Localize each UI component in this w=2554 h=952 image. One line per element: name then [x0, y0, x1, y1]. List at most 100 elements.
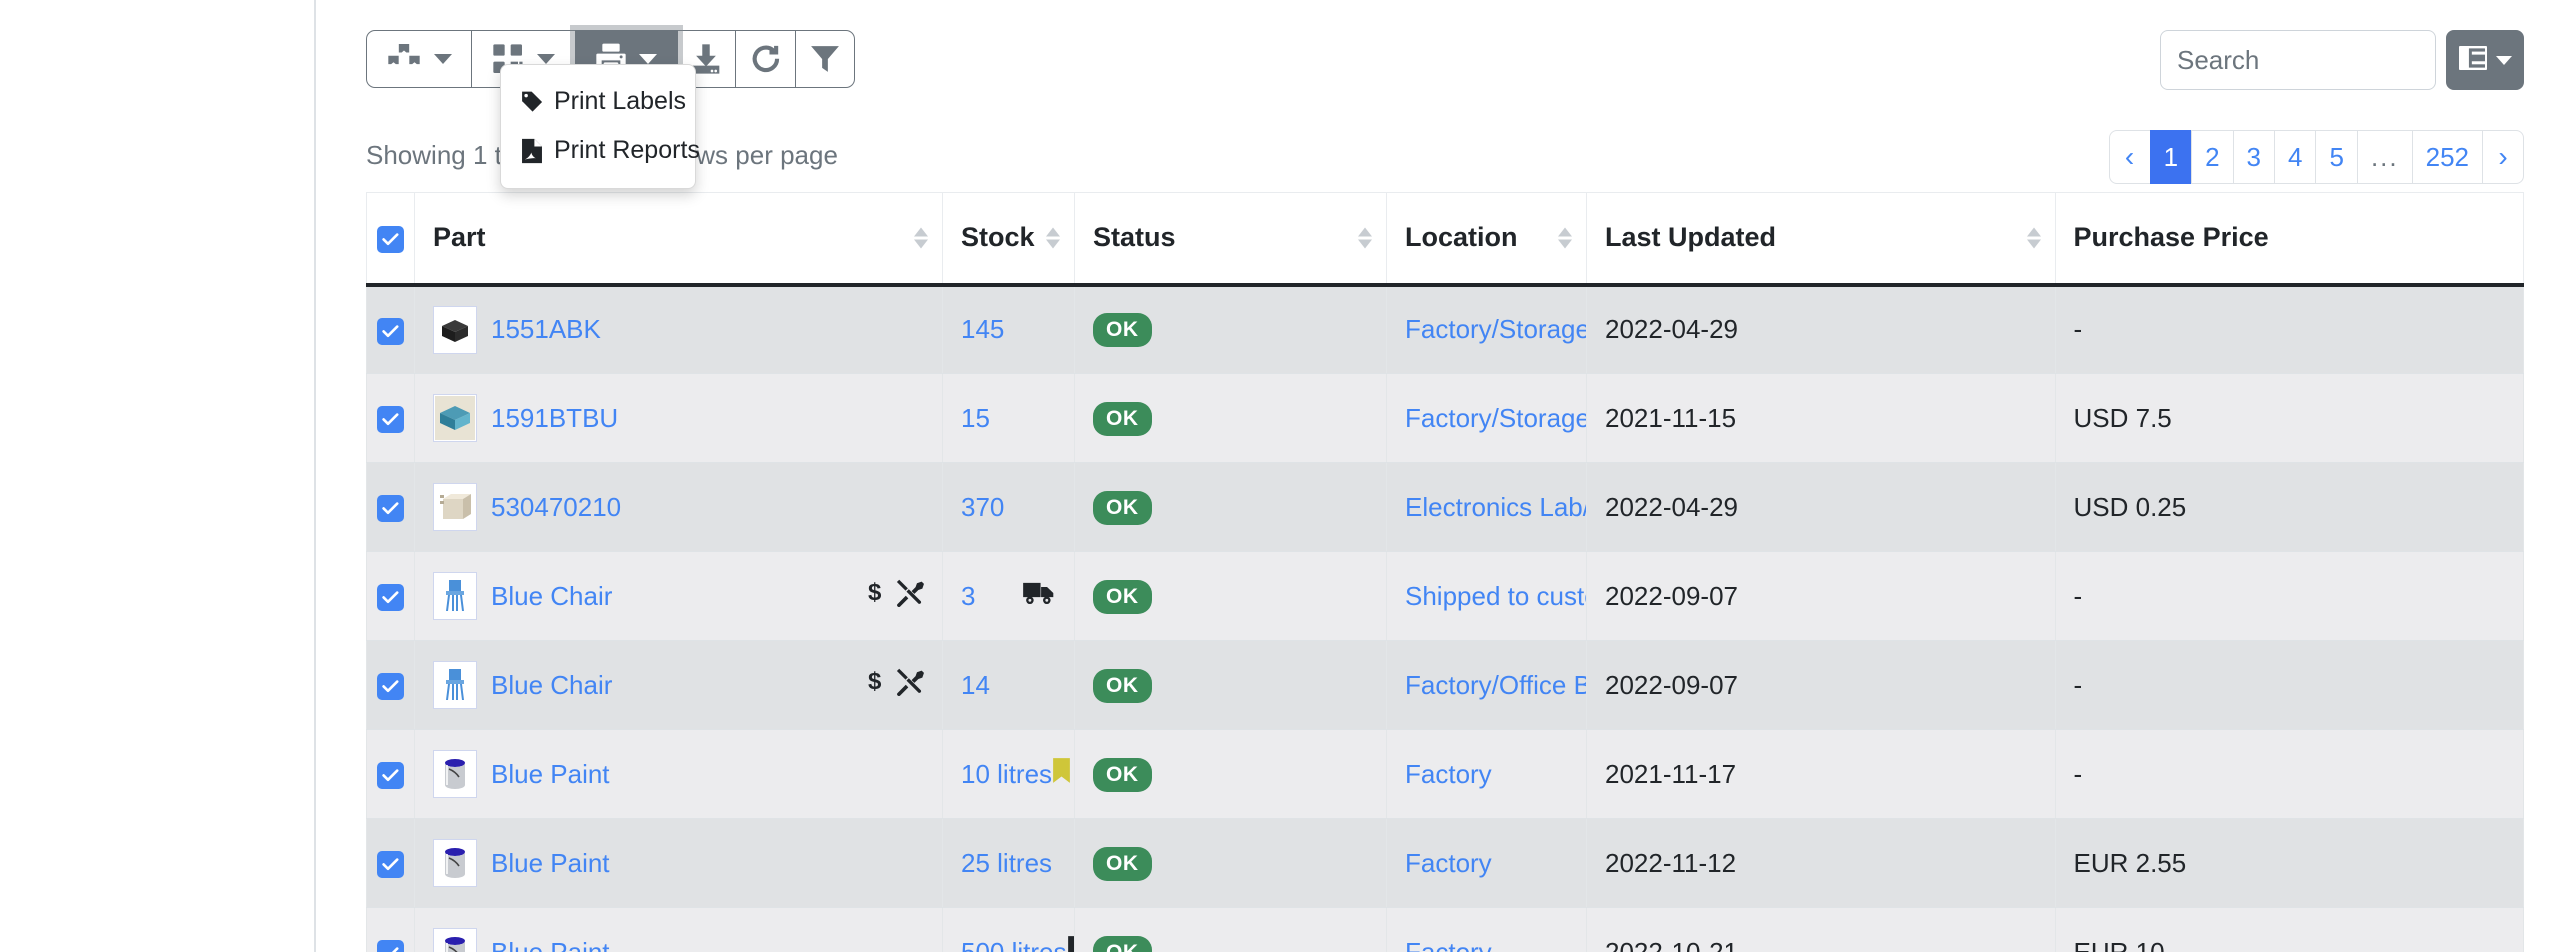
stock-actions-button[interactable]	[366, 30, 473, 88]
location-link[interactable]: Factory	[1405, 936, 1492, 952]
search-input[interactable]	[2160, 30, 2436, 90]
row-select-cell[interactable]	[366, 373, 415, 463]
cell-stock[interactable]: 145	[942, 284, 1075, 374]
part-link[interactable]: Blue Chair	[491, 580, 613, 611]
row-select-cell[interactable]	[366, 284, 415, 374]
stock-link[interactable]: 15	[961, 402, 990, 433]
refresh-button[interactable]	[734, 30, 797, 88]
pagination-page-4[interactable]: 4	[2274, 130, 2317, 184]
row-checkbox[interactable]	[377, 495, 404, 523]
cell-location[interactable]: Factory	[1386, 907, 1587, 952]
select-all-header[interactable]	[366, 192, 415, 287]
row-checkbox[interactable]	[377, 940, 404, 952]
part-link[interactable]: Blue Paint	[491, 936, 610, 952]
cell-stock[interactable]: 15	[942, 373, 1075, 463]
cell-part[interactable]: 1551ABK	[414, 284, 943, 374]
cell-part[interactable]: Blue Paint	[414, 818, 943, 908]
location-link[interactable]: Electronics Lab/Reel Storage	[1405, 491, 1587, 522]
row-checkbox[interactable]	[377, 851, 404, 879]
part-thumbnail[interactable]	[433, 661, 477, 709]
location-link[interactable]: Factory	[1405, 758, 1492, 789]
row-checkbox[interactable]	[377, 406, 404, 434]
column-header-location[interactable]: Location	[1386, 192, 1587, 287]
row-select-cell[interactable]	[366, 551, 415, 641]
cell-part[interactable]: 1591BTBU	[414, 373, 943, 463]
stock-link[interactable]: 10 litres	[961, 758, 1053, 789]
cell-part[interactable]: Blue Paint	[414, 907, 943, 952]
table-row[interactable]: 1591BTBU 15 OK Factory/Storage Room B2021-1…	[366, 373, 2524, 463]
print-labels-menu-item[interactable]: Print Labels	[501, 77, 695, 126]
table-row[interactable]: 1551ABK 145 OK Factory/Storage Room B2022-0…	[366, 284, 2524, 374]
location-link[interactable]: Factory/Storage Room B	[1405, 314, 1587, 345]
cell-part[interactable]: Blue Paint	[414, 729, 943, 819]
part-thumbnail[interactable]	[433, 839, 477, 887]
location-link[interactable]: Factory	[1405, 847, 1492, 878]
location-link[interactable]: Factory/Storage Room B	[1405, 402, 1587, 433]
print-reports-menu-item[interactable]: Print Reports	[501, 126, 700, 175]
row-select-cell[interactable]	[366, 907, 415, 952]
pagination-page-252[interactable]: 252	[2411, 130, 2483, 184]
column-header-status[interactable]: Status	[1074, 192, 1387, 287]
cell-location[interactable]: Factory	[1386, 818, 1587, 908]
column-header-stock[interactable]: Stock	[942, 192, 1075, 287]
row-select-cell[interactable]	[366, 640, 415, 730]
cell-stock[interactable]: 10 litres	[942, 729, 1075, 819]
table-row[interactable]: Blue Paint 10 litres OK Factory 2021-11-17-	[366, 729, 2524, 819]
sort-indicator-status[interactable]	[1358, 227, 1372, 249]
row-checkbox[interactable]	[377, 317, 404, 345]
part-link[interactable]: Blue Paint	[491, 758, 610, 789]
cell-stock[interactable]: 500 litres	[942, 907, 1075, 952]
pagination-page-1[interactable]: 1	[2149, 130, 2193, 184]
pagination-next[interactable]: ›	[2482, 130, 2524, 184]
part-thumbnail[interactable]	[433, 572, 477, 620]
cell-part[interactable]: Blue Chair $	[414, 551, 943, 641]
cell-part[interactable]: 530470210	[414, 462, 943, 552]
row-select-cell[interactable]	[366, 818, 415, 908]
stock-link[interactable]: 25 litres	[961, 847, 1053, 878]
row-checkbox[interactable]	[377, 673, 404, 701]
part-link[interactable]: Blue Paint	[491, 847, 610, 878]
part-link[interactable]: 1591BTBU	[491, 402, 619, 433]
column-header-purchase-price[interactable]: Purchase Price	[2054, 192, 2524, 287]
cell-stock[interactable]: 25 litres	[942, 818, 1075, 908]
cell-location[interactable]: Factory	[1386, 729, 1587, 819]
stock-link[interactable]: 500 litres	[961, 936, 1067, 952]
stock-link[interactable]: 14	[961, 669, 990, 700]
cell-location[interactable]: Factory/Storage Room B	[1386, 373, 1587, 463]
cell-location[interactable]: Factory/Office Block/Room 101	[1386, 640, 1587, 730]
table-row[interactable]: Blue Paint 25 litres OK Factory 2022-11-12 EU…	[366, 818, 2524, 908]
row-select-cell[interactable]	[366, 729, 415, 819]
part-thumbnail[interactable]	[433, 394, 477, 442]
stock-link[interactable]: 3	[961, 580, 976, 611]
stock-link[interactable]: 370	[961, 491, 1005, 522]
column-select-button[interactable]	[2446, 30, 2524, 90]
part-thumbnail[interactable]	[433, 305, 477, 354]
location-link[interactable]: Factory/Office Block/Room 101	[1405, 669, 1586, 700]
select-all-checkbox[interactable]	[377, 225, 404, 253]
cell-location[interactable]: Shipped to customer	[1386, 551, 1587, 641]
part-thumbnail[interactable]	[433, 928, 477, 952]
part-link[interactable]: 530470210	[491, 491, 622, 522]
row-checkbox[interactable]	[377, 762, 404, 790]
part-thumbnail[interactable]	[433, 750, 477, 798]
cell-part[interactable]: Blue Chair $	[414, 640, 943, 730]
filter-button[interactable]	[795, 30, 856, 88]
pagination-page-2[interactable]: 2	[2191, 130, 2234, 184]
table-row[interactable]: 530470210 370 OK Electronics Lab/Reel Stora…	[366, 462, 2524, 552]
location-link[interactable]: Shipped to customer	[1405, 580, 1586, 611]
part-link[interactable]: Blue Chair	[491, 669, 613, 700]
row-checkbox[interactable]	[377, 584, 404, 612]
pagination-page-5[interactable]: 5	[2315, 130, 2358, 184]
pagination-page-3[interactable]: 3	[2232, 130, 2275, 184]
table-row[interactable]: Blue Chair $14 OK Factory/Office Block/Room…	[366, 640, 2524, 730]
stock-link[interactable]: 145	[961, 314, 1005, 345]
cell-stock[interactable]: 3	[942, 551, 1075, 641]
cell-stock[interactable]: 14	[942, 640, 1075, 730]
pagination-prev[interactable]: ‹	[2108, 130, 2151, 184]
sort-indicator-last-updated[interactable]	[2026, 227, 2041, 249]
column-header-last-updated[interactable]: Last Updated	[1586, 192, 2056, 287]
cell-location[interactable]: Electronics Lab/Reel Storage	[1386, 462, 1587, 552]
part-thumbnail[interactable]	[433, 483, 477, 531]
table-row[interactable]: Blue Chair $3 OK Shipped to customer2022-09…	[366, 551, 2524, 641]
sort-indicator-part[interactable]	[914, 227, 928, 249]
